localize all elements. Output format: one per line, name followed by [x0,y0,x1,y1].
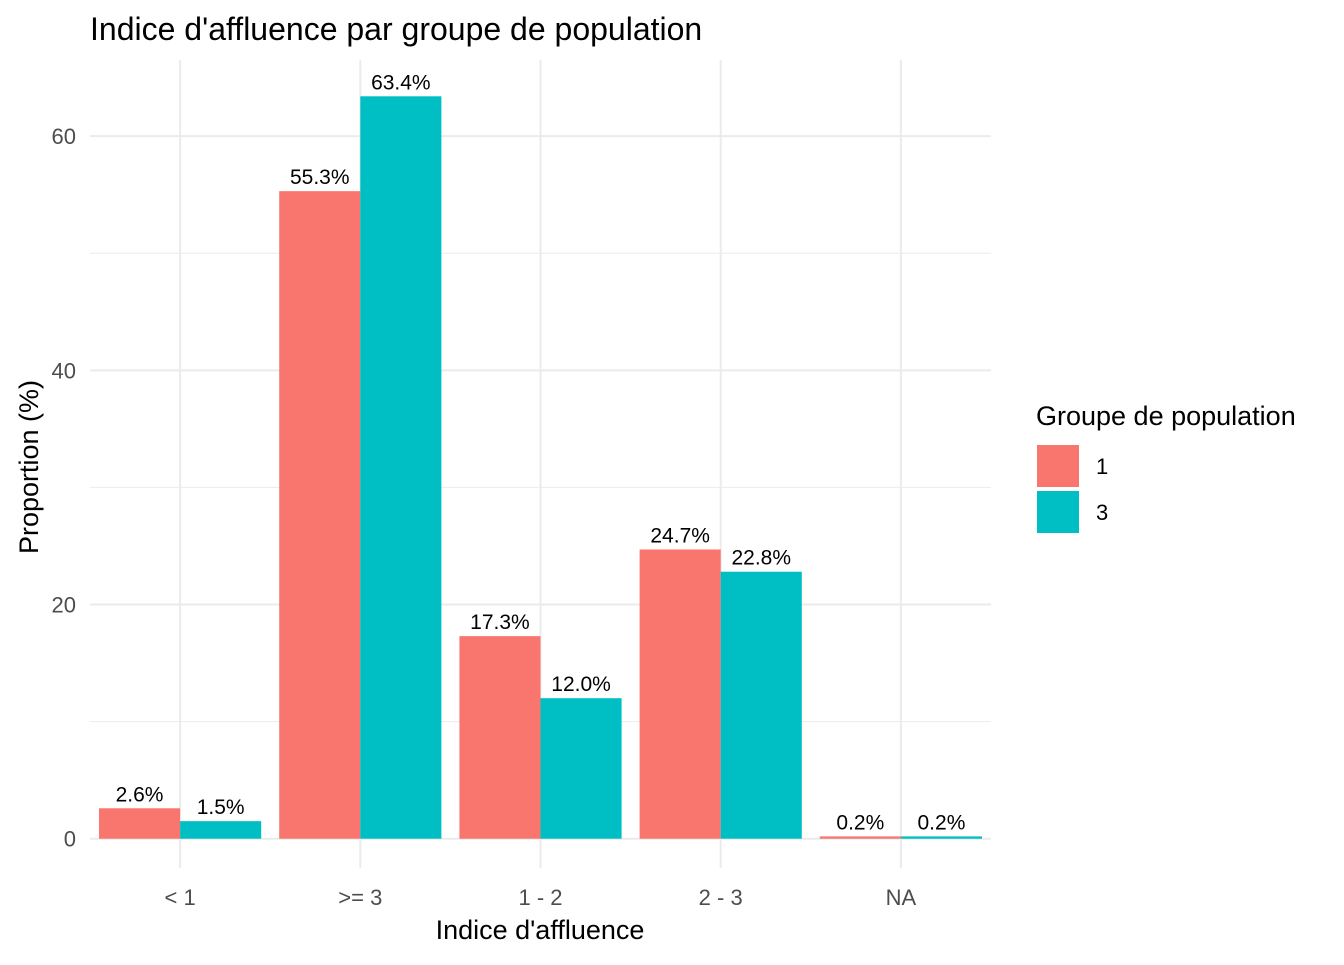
bars [99,96,982,839]
legend-label: 1 [1096,454,1108,479]
data-labels: 2.6% 55.3% 17.3% 24.7% 0.2% 1.5% 63.4% 12.0% 22.… [116,71,966,834]
x-tick-label: 2 - 3 [699,885,743,910]
x-axis-ticks: < 1 >= 3 1 - 2 2 - 3 NA [164,885,916,910]
y-axis-ticks: 0 20 40 60 [52,124,76,852]
bar-value-label: 22.8% [731,547,791,570]
bar-value-label: 24.7% [650,524,710,547]
legend-items: 13 [1037,445,1108,533]
legend-key [1037,491,1079,533]
legend-title: Groupe de population [1036,401,1296,431]
y-tick-label: 20 [52,593,76,618]
x-tick-label: >= 3 [338,885,382,910]
bar-value-label: 55.3% [290,166,350,189]
bar-value-label: 0.2% [836,811,884,834]
x-tick-label: NA [886,885,917,910]
legend-label: 3 [1096,500,1108,525]
legend: Groupe de population 13 [1036,401,1296,533]
bar-value-label: 2.6% [116,783,164,806]
bar-value-label: 17.3% [470,611,530,634]
y-tick-label: 60 [52,124,76,149]
x-tick-label: < 1 [164,885,195,910]
y-tick-label: 40 [52,358,76,383]
y-axis-title: Proportion (%) [14,380,44,554]
bar-value-label: 0.2% [918,811,966,834]
bar [360,96,442,839]
x-tick-label: 1 - 2 [518,885,562,910]
bar-value-label: 1.5% [197,796,245,819]
bar [540,698,622,839]
bar [819,836,901,839]
bar [900,836,982,839]
bar-value-label: 63.4% [371,71,431,94]
x-axis-title: Indice d'affluence [436,915,645,945]
chart-title: Indice d'affluence par groupe de populat… [90,11,702,47]
bar [279,191,361,839]
bar [99,808,181,839]
bar [459,636,541,839]
bar [720,571,802,839]
bar [639,549,721,839]
bar [180,821,262,839]
y-tick-label: 0 [64,827,76,852]
bar-value-label: 12.0% [551,673,611,696]
legend-key [1037,445,1079,487]
